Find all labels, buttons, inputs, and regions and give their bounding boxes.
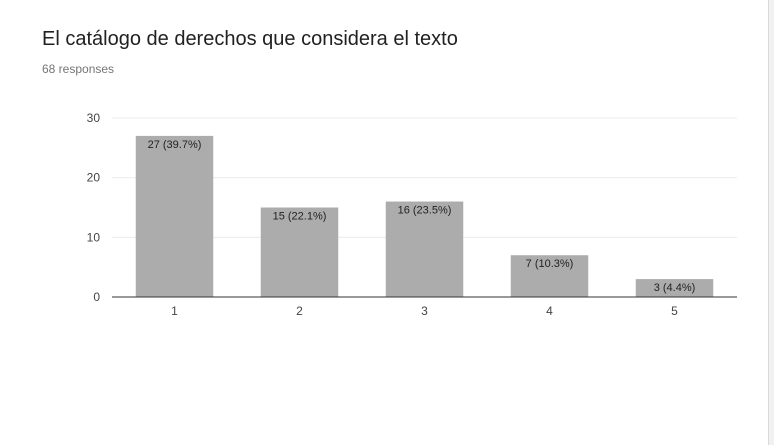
data-label-3: 16 (23.5%) [398,205,452,217]
axes: 0 10 20 30 1 2 3 4 5 [87,111,737,318]
data-label-4: 7 (10.3%) [526,258,574,270]
bar-3 [385,201,464,297]
bar-5 [635,279,714,297]
x-tick-label: 3 [421,304,428,318]
x-tick-label: 5 [671,304,678,318]
x-tick-label: 1 [171,304,178,318]
bars [135,135,714,297]
data-label-2: 15 (22.1%) [273,211,327,223]
y-tick-label: 30 [87,111,101,125]
bar-2 [260,207,339,297]
response-count: 68 responses [42,62,115,76]
data-label-5: 3 (4.4%) [654,282,696,294]
x-tick-label: 4 [546,304,553,318]
bar-1 [135,135,214,297]
data-labels: 27 (39.7%) 15 (22.1%) 16 (23.5%) 7 (10.3%) 3… [148,139,696,294]
x-tick-label: 2 [296,304,303,318]
y-tick-label: 10 [87,230,101,244]
bar-4 [510,255,589,297]
y-tick-label: 0 [93,290,100,304]
y-tick-label: 20 [87,171,101,185]
data-label-1: 27 (39.7%) [148,139,202,151]
chart-title: El catálogo de derechos que considera el… [42,28,458,50]
